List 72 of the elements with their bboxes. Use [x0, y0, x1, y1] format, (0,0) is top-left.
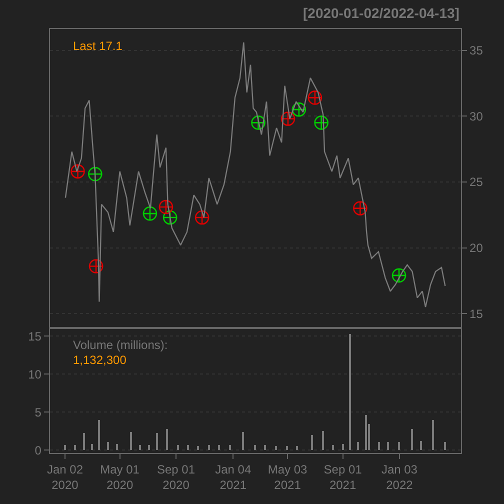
bar	[432, 420, 434, 450]
bar	[90, 444, 93, 450]
point	[251, 116, 266, 130]
bar	[228, 445, 231, 450]
annotation: Volume (millions):	[73, 338, 168, 352]
bar	[264, 445, 266, 450]
bar	[98, 420, 100, 450]
bar	[138, 445, 141, 450]
bar	[82, 433, 85, 450]
point	[280, 112, 296, 126]
point	[353, 201, 368, 216]
point	[158, 200, 174, 214]
bar	[196, 446, 199, 450]
point	[292, 102, 306, 117]
point	[142, 206, 158, 221]
y-tick-label: 20	[470, 240, 484, 255]
bar	[74, 445, 76, 450]
point	[308, 90, 322, 105]
bar	[166, 429, 168, 450]
bar	[242, 432, 244, 450]
bar	[186, 445, 189, 450]
bar	[208, 445, 210, 450]
x-tick-label: May 03 2021	[268, 462, 308, 492]
bar	[364, 415, 367, 450]
bar	[342, 444, 344, 450]
bar	[322, 431, 324, 450]
point	[88, 166, 102, 182]
bar	[156, 433, 158, 450]
y-tick-label: 0	[34, 443, 42, 458]
annotation: Last 17.1	[73, 39, 123, 53]
point	[314, 116, 328, 130]
bar	[116, 444, 118, 450]
point	[392, 268, 406, 283]
bar	[286, 446, 288, 450]
bar	[130, 432, 132, 450]
bar	[310, 435, 313, 450]
x-tick-label: Sep 01 2020	[156, 462, 196, 492]
point	[88, 259, 104, 274]
point	[162, 210, 178, 225]
annotation: 1,132,300	[73, 353, 127, 367]
x-tick-label: Jan 04 2021	[215, 462, 252, 492]
bar	[386, 442, 389, 450]
bar	[398, 442, 400, 450]
y-tick-label: 15	[28, 329, 42, 344]
y-tick-label: 10	[28, 367, 42, 382]
bar	[332, 445, 334, 450]
x-tick-label: Jan 02 2020	[46, 462, 84, 492]
y-tick-label: 5	[34, 405, 42, 420]
point	[194, 210, 210, 225]
bar	[218, 445, 220, 450]
bar	[106, 442, 109, 450]
chart-title: [2020-01-02/2022-04-13]	[303, 5, 460, 21]
line-series	[64, 42, 446, 308]
y-tick-label: 15	[470, 306, 484, 321]
x-tick-label: Jan 03 2022	[381, 462, 418, 492]
bar	[254, 445, 256, 450]
bar	[410, 429, 413, 450]
point	[70, 164, 85, 179]
y-tick-label: 30	[470, 109, 484, 124]
bar	[274, 446, 277, 450]
bar	[176, 445, 179, 450]
bar	[356, 442, 359, 450]
bar	[296, 446, 298, 450]
bar	[148, 445, 150, 450]
bar	[378, 442, 380, 450]
bar	[420, 441, 422, 450]
x-tick-label: Sep 01 2021	[324, 462, 362, 492]
x-tick-label: May 01 2020	[100, 462, 140, 492]
bar	[348, 334, 351, 450]
y-tick-label: 25	[470, 175, 484, 190]
y-tick-label: 35	[470, 44, 484, 58]
bar	[444, 442, 446, 450]
